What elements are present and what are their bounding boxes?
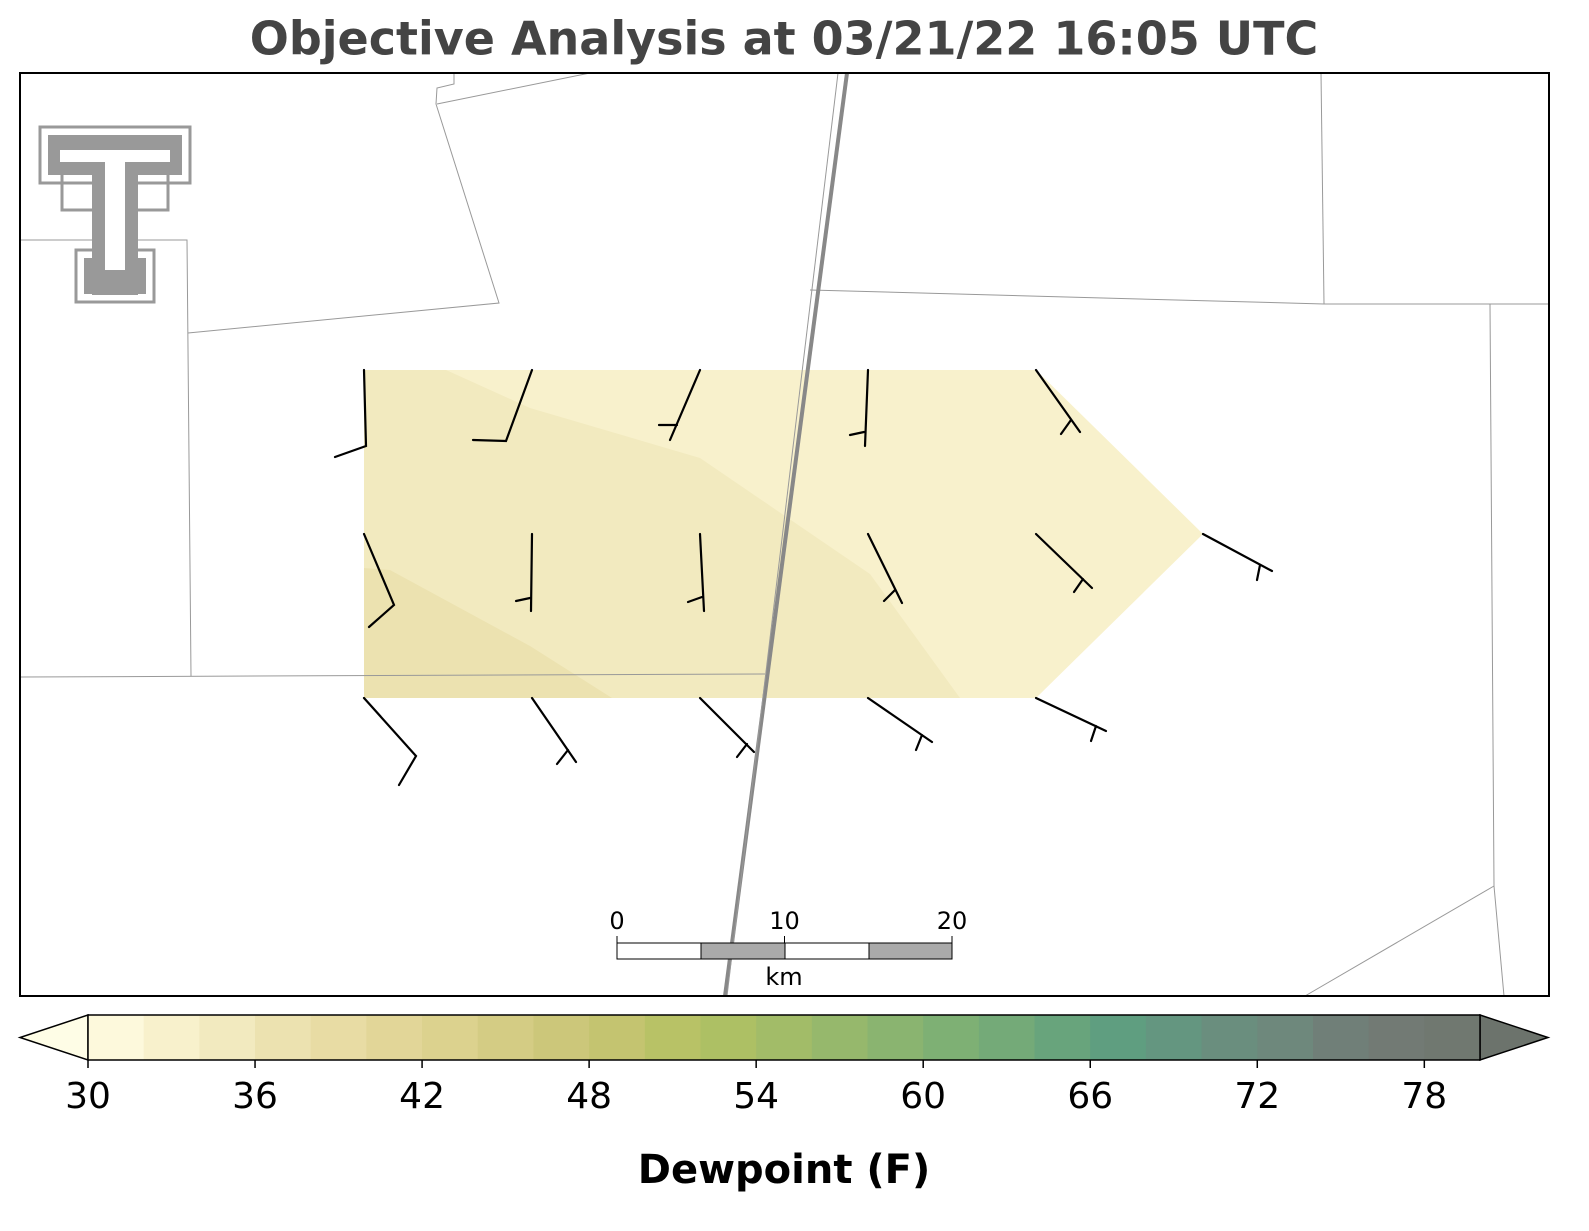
colorbar-over [1479,1013,1551,1062]
map-frame [19,72,1550,997]
colorbar-bin [255,1015,312,1060]
colorbar-tick-label: 54 [733,1076,779,1117]
dewpoint-fill [364,370,1203,698]
colorbar-bin [1368,1015,1425,1060]
colorbar-bin [700,1015,757,1060]
colorbar-bin [589,1015,646,1060]
colorbar-bin [199,1015,256,1060]
colorbar-bin [1201,1015,1258,1060]
colorbar-bin [1090,1015,1147,1060]
colorbar-bin [143,1015,200,1060]
wind-barbs [333,368,1274,787]
colorbar-tick-label: 66 [1067,1076,1113,1117]
colorbar-tick-label: 48 [566,1076,612,1117]
scale-tick-label: 0 [609,907,624,935]
colorbar-bin [1257,1015,1314,1060]
colorbar-bin [867,1015,924,1060]
highway [723,72,849,997]
colorbar-bin [756,1015,813,1060]
colorbar-bin [1145,1015,1203,1060]
colorbar-bin [88,1015,145,1060]
colorbar-bin [366,1015,423,1060]
colorbar-bin [811,1015,869,1060]
scale-bar [616,942,953,960]
colorbar-tick-label: 36 [232,1076,278,1117]
chart-title: Objective Analysis at 03/21/22 16:05 UTC [250,12,1319,66]
colorbar-bin [310,1015,367,1060]
colorbar-tick-label: 42 [399,1076,445,1117]
logo [38,125,192,304]
colorbar-bin [978,1015,1036,1060]
colorbar-under [17,1013,89,1062]
colorbar-label: Dewpoint (F) [638,1147,931,1193]
colorbar-bin [1312,1015,1370,1060]
colorbar-bin [422,1015,479,1060]
colorbar-bin [477,1015,534,1060]
map [19,72,1550,997]
colorbar-bin [1034,1015,1091,1060]
county-borders [19,72,1549,997]
scale-tick-label: 20 [937,907,968,935]
colorbar-bin [644,1015,701,1060]
colorbar-bin [923,1015,980,1060]
colorbar-tick-label: 30 [65,1076,111,1117]
colorbar-tick-label: 78 [1401,1076,1447,1117]
colorbar-bin [533,1015,590,1060]
colorbar-bin [1424,1015,1481,1060]
colorbar-tick-label: 60 [900,1076,946,1117]
colorbar-tick-label: 72 [1234,1076,1280,1117]
scale-tick-label: 10 [769,907,800,935]
scale-unit: km [765,963,802,991]
colorbar-frame [87,1014,1481,1061]
